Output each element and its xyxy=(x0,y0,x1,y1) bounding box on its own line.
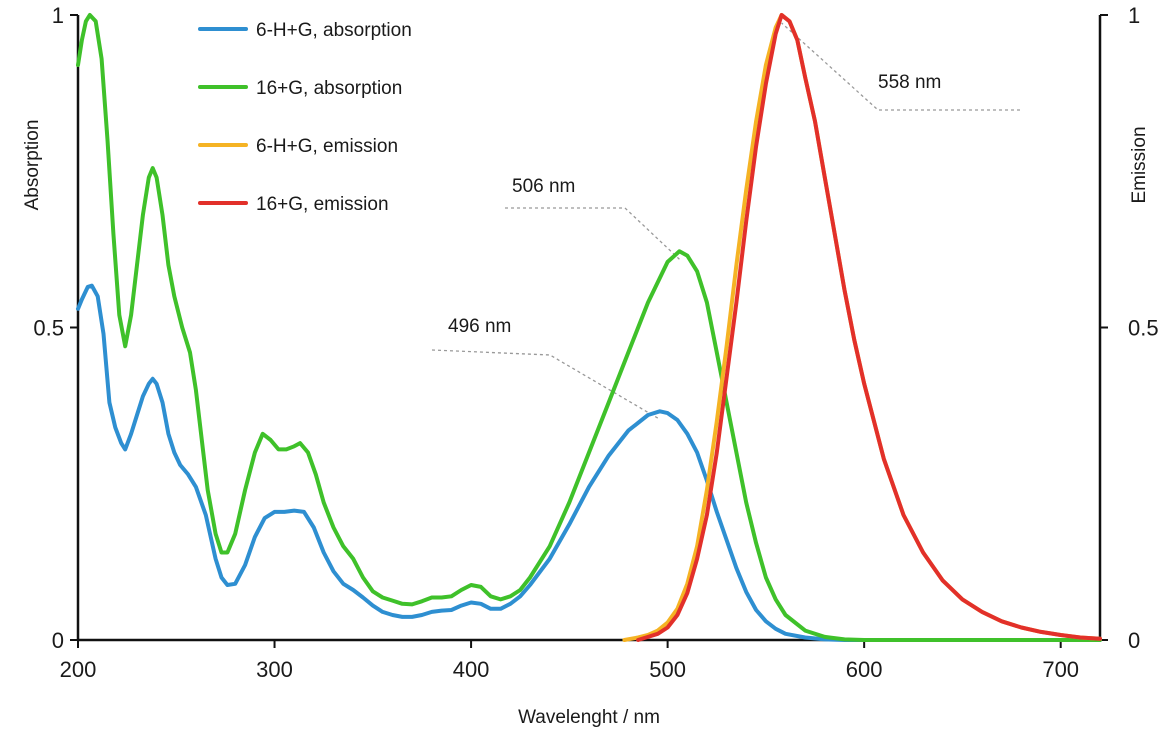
x-tick-label-500: 500 xyxy=(649,657,686,682)
annotation-leader-1 xyxy=(781,22,1020,111)
annotation-label-1: 558 nm xyxy=(878,72,941,93)
series-line-1 xyxy=(76,283,1102,642)
right-y-tick-label-0.5: 0.5 xyxy=(1128,316,1159,341)
series-line-4 xyxy=(636,13,1102,642)
right-y-tick-label-1: 1 xyxy=(1128,3,1140,28)
left-y-tick-label-0.5: 0.5 xyxy=(33,316,64,341)
annotation-label-3: 496 nm xyxy=(448,316,511,337)
series-line-3 xyxy=(622,13,1102,642)
legend-label-3: 6-H+G, emission xyxy=(256,136,398,157)
left-y-tick-label-0: 0 xyxy=(52,628,64,653)
right-y-tick-label-0: 0 xyxy=(1128,628,1140,653)
x-tick-label-400: 400 xyxy=(453,657,490,682)
legend-label-2: 16+G, absorption xyxy=(256,78,402,99)
x-tick-label-200: 200 xyxy=(60,657,97,682)
x-tick-label-300: 300 xyxy=(256,657,293,682)
annotation-label-2: 506 nm xyxy=(512,176,575,197)
left-y-axis-title: Absorption xyxy=(22,120,43,211)
x-axis-title: Wavelenght / nm xyxy=(518,707,660,728)
left-y-tick-label-1: 1 xyxy=(52,3,64,28)
legend-label-1: 6-H+G, absorption xyxy=(256,20,412,41)
legend-label-4: 16+G, emission xyxy=(256,194,389,215)
x-tick-label-700: 700 xyxy=(1042,657,1079,682)
x-tick-label-600: 600 xyxy=(846,657,883,682)
annotation-leader-2 xyxy=(505,207,680,260)
series-line-2 xyxy=(76,13,1102,642)
right-y-axis-title: Emission xyxy=(1129,126,1150,203)
